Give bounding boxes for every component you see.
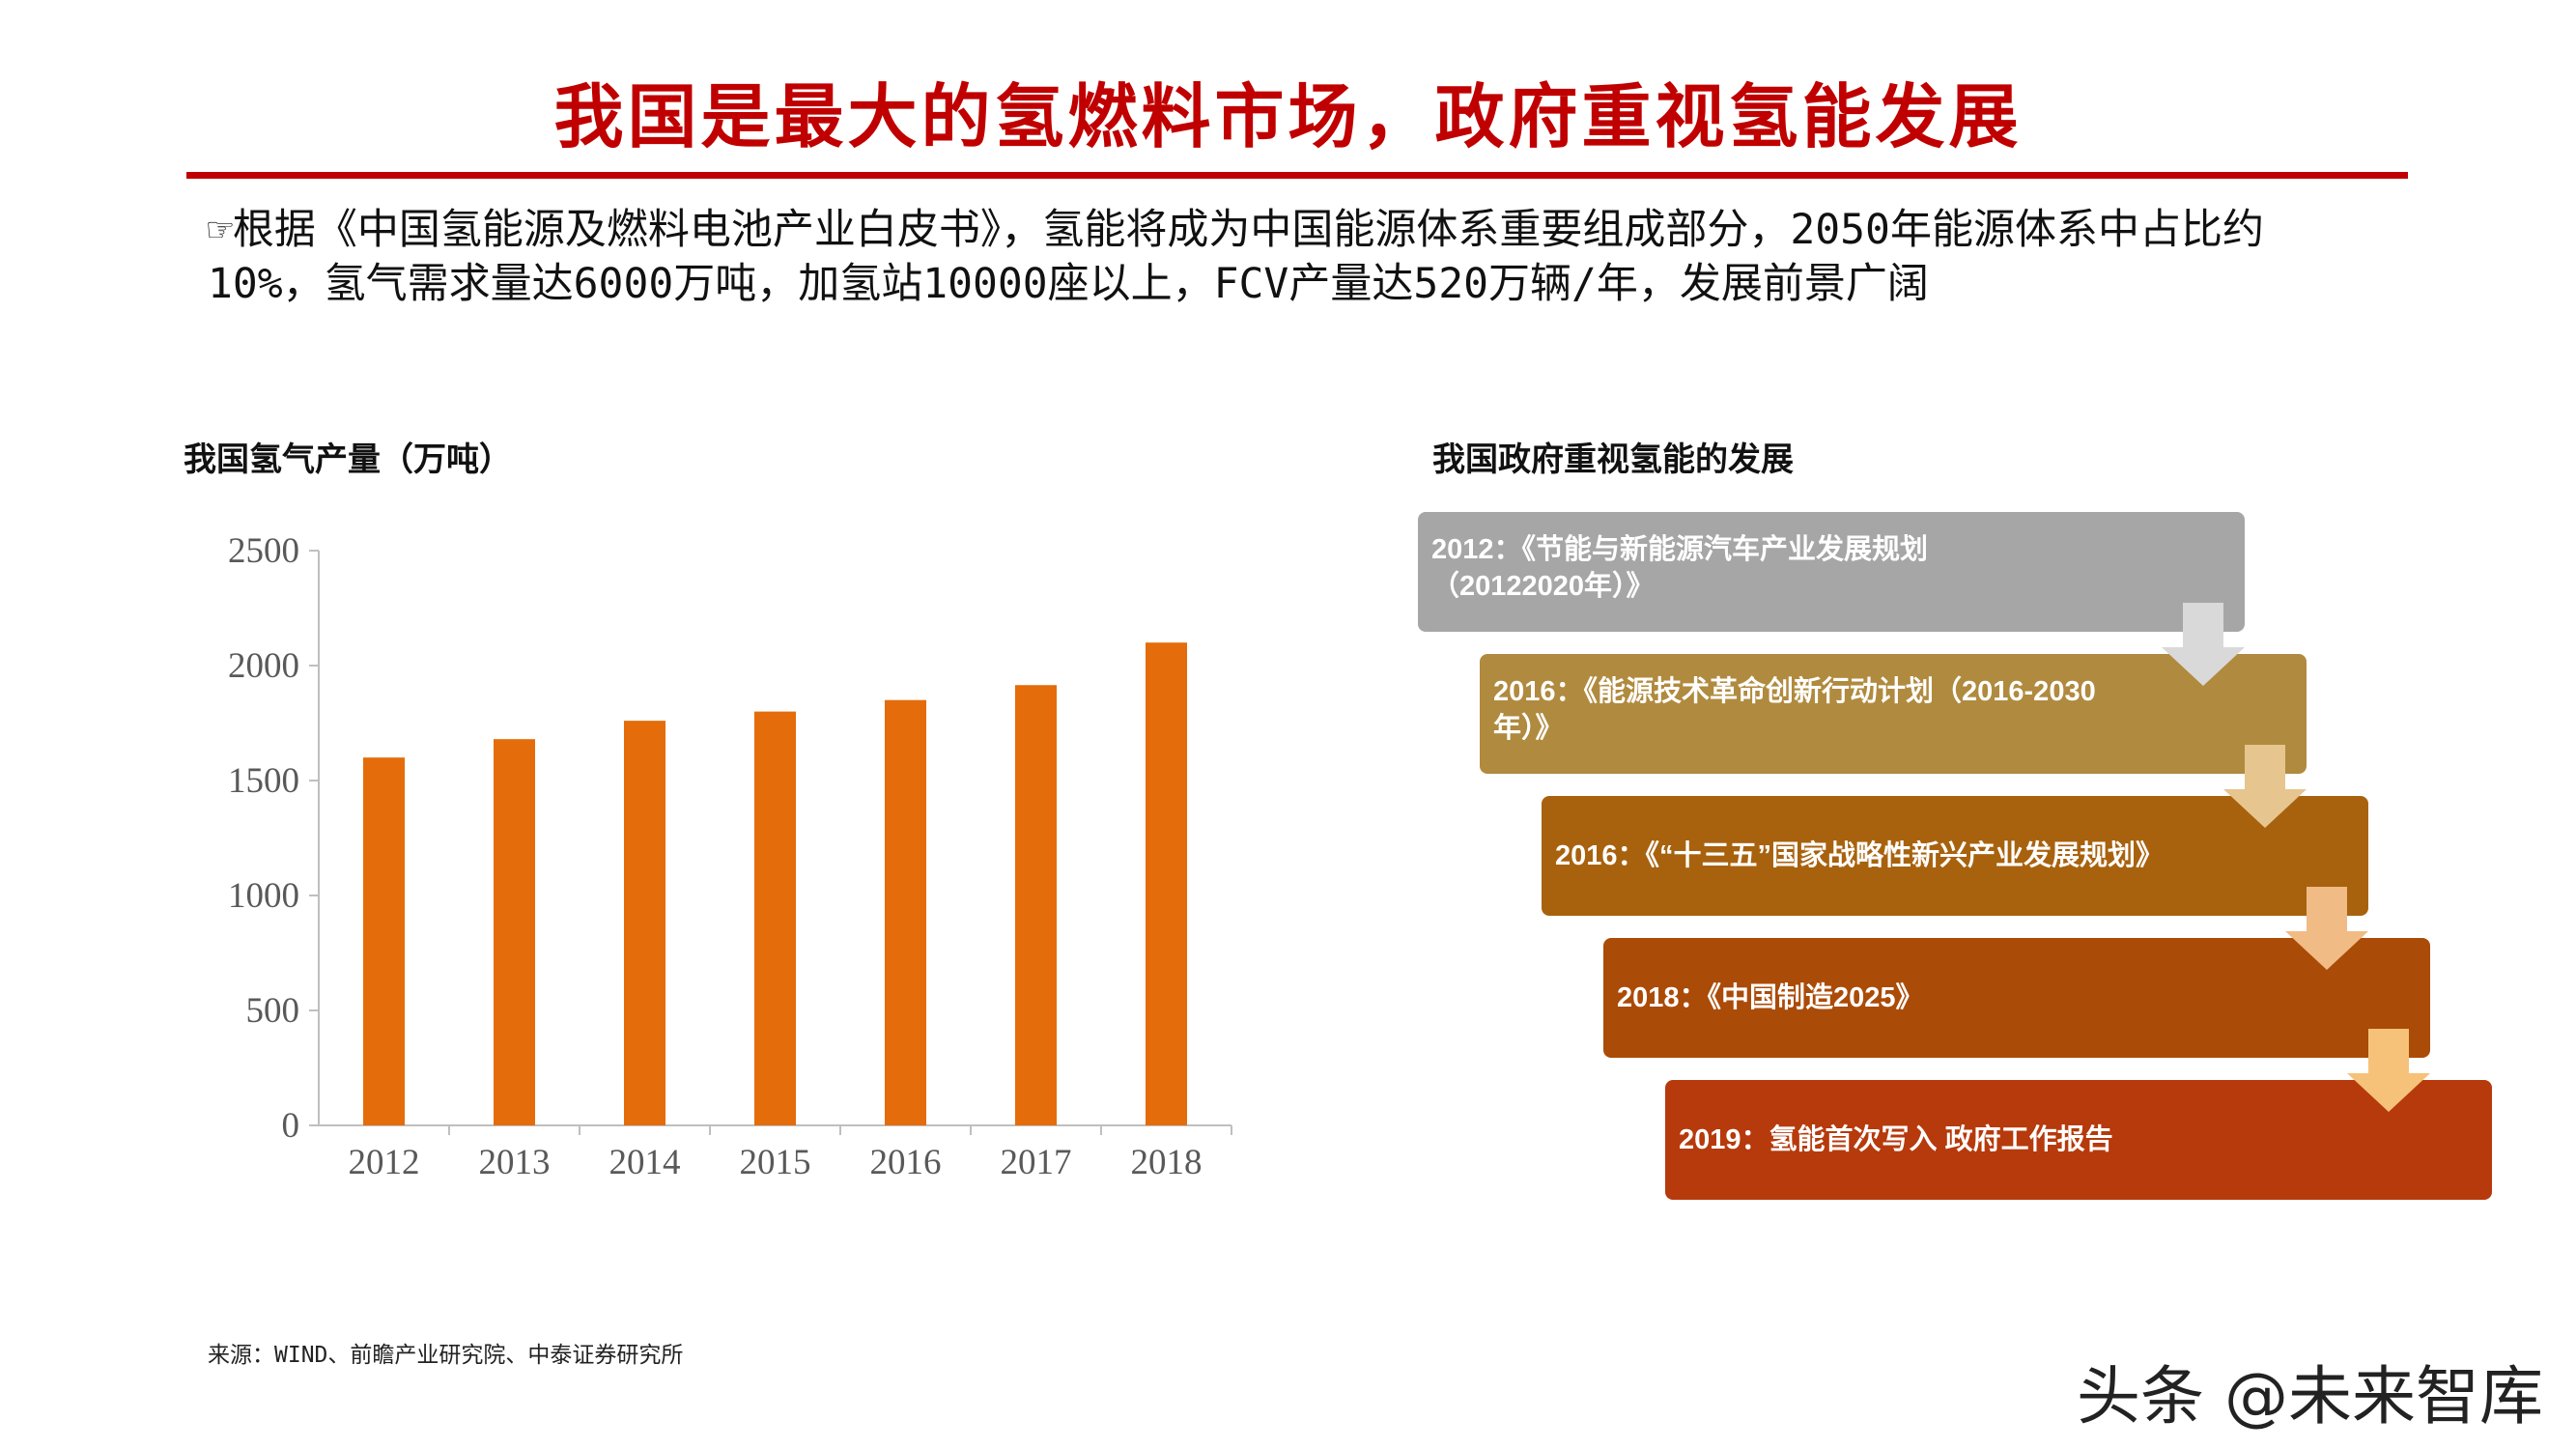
x-tick-label: 2017 bbox=[1001, 1143, 1072, 1182]
y-tick-label: 1500 bbox=[228, 761, 299, 801]
x-tick-label: 2014 bbox=[609, 1143, 681, 1182]
timeline-step-text: 2019：氢能首次写入 政府工作报告 bbox=[1679, 1124, 2113, 1155]
down-arrow-shape bbox=[2162, 603, 2245, 686]
x-tick-label: 2012 bbox=[349, 1143, 420, 1182]
down-arrow-shape bbox=[2223, 745, 2307, 828]
bar-2015 bbox=[754, 711, 796, 1125]
title-divider bbox=[186, 172, 2408, 179]
hydrogen-production-chart: 0 500 1000 1500 2000 2500 2012 2013 2014 2015 2016… bbox=[228, 531, 1232, 1182]
y-tick-label: 500 bbox=[246, 991, 300, 1031]
timeline-step-text: 2016：《能源技术革命创新行动计划（2016-2030 bbox=[1493, 676, 2096, 707]
timeline-step-2016-energy: 2016：《能源技术革命创新行动计划（2016-2030 年）》 bbox=[1480, 654, 2307, 774]
bar-2013 bbox=[494, 739, 535, 1125]
y-tick-label: 0 bbox=[282, 1106, 300, 1146]
down-arrow-icon bbox=[2285, 887, 2368, 970]
down-arrow-icon bbox=[2223, 745, 2307, 828]
x-tick-label: 2015 bbox=[740, 1143, 811, 1182]
y-tick-label: 2000 bbox=[228, 646, 299, 686]
timeline-step-2019: 2019：氢能首次写入 政府工作报告 bbox=[1665, 1080, 2492, 1200]
x-tick-label: 2013 bbox=[479, 1143, 551, 1182]
timeline-step-text: 2012：《节能与新能源汽车产业发展规划 bbox=[1431, 534, 1929, 565]
timeline-step-2012: 2012：《节能与新能源汽车产业发展规划 （20122020年）》 bbox=[1418, 512, 2245, 632]
bar-2017 bbox=[1015, 685, 1057, 1125]
x-tick-label: 2016 bbox=[870, 1143, 942, 1182]
timeline-step-text: （20122020年）》 bbox=[1431, 571, 1655, 602]
y-tick-label: 1000 bbox=[228, 876, 299, 916]
down-arrow-icon bbox=[2162, 603, 2245, 686]
timeline-step-text: 2018：《中国制造2025》 bbox=[1617, 982, 1924, 1013]
page-title: 我国是最大的氢燃料市场，政府重视氢能发展 bbox=[553, 75, 2023, 157]
timeline-step-text: 2016：《“十三五”国家战略性新兴产业发展规划》 bbox=[1555, 840, 2165, 871]
down-arrow-shape bbox=[2285, 887, 2368, 970]
bar-2018 bbox=[1146, 642, 1187, 1125]
bar-2014 bbox=[624, 721, 665, 1125]
bar-2012 bbox=[363, 757, 405, 1125]
x-tick-label: 2018 bbox=[1131, 1143, 1203, 1182]
timeline-title: 我国政府重视氢能的发展 bbox=[1432, 440, 1794, 479]
bar-2016 bbox=[885, 699, 926, 1125]
intro-paragraph: ☞根据《中国氢能源及燃料电池产业白皮书》，氢能将成为中国能源体系重要组成部分，2… bbox=[208, 206, 2264, 308]
y-tick-label: 2500 bbox=[228, 531, 299, 571]
down-arrow-shape bbox=[2347, 1029, 2430, 1112]
timeline-step-2018: 2018：《中国制造2025》 bbox=[1603, 938, 2430, 1058]
timeline-step-2016-13th: 2016：《“十三五”国家战略性新兴产业发展规划》 bbox=[1542, 796, 2368, 916]
timeline-step-text: 年）》 bbox=[1493, 713, 1564, 744]
chart-title: 我国氢气产量（万吨） bbox=[184, 440, 512, 479]
watermark: 头条 @未来智库 bbox=[2077, 1359, 2543, 1434]
down-arrow-icon bbox=[2347, 1029, 2430, 1112]
source-note: 来源：WIND、前瞻产业研究院、中泰证券研究所 bbox=[208, 1343, 684, 1368]
